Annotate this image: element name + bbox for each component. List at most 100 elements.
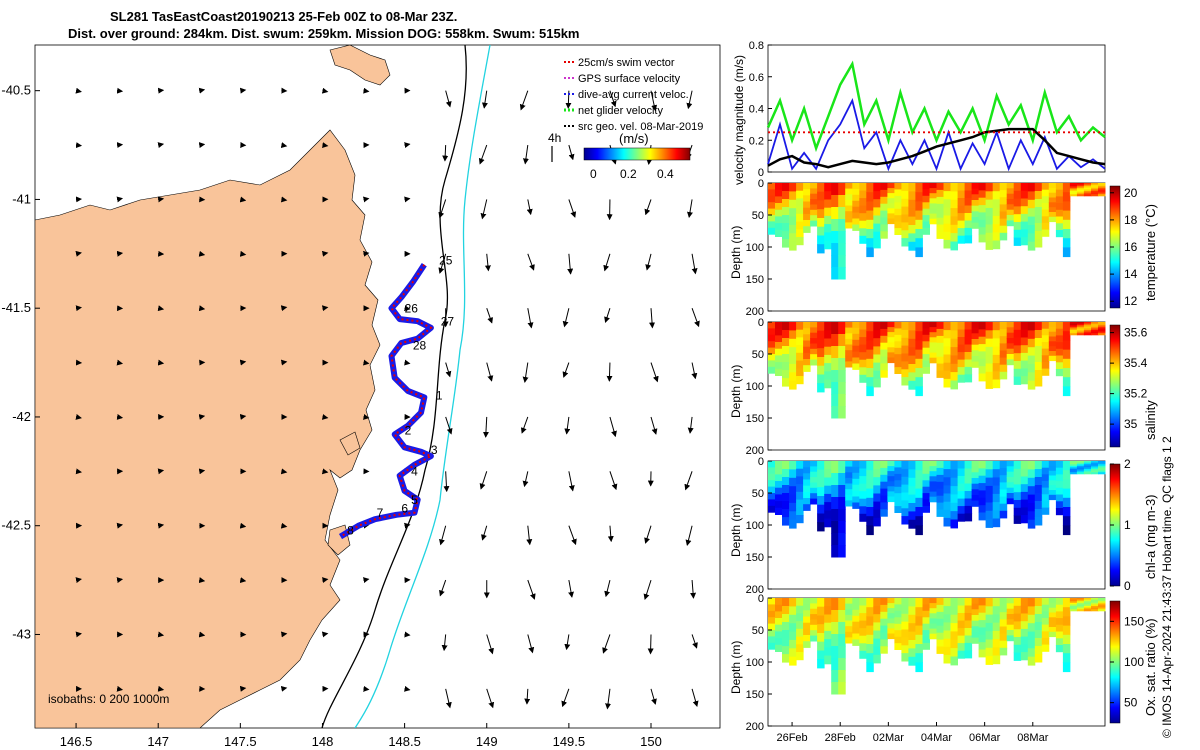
section-cell bbox=[1083, 469, 1092, 472]
section-cell bbox=[929, 183, 937, 189]
section-cell bbox=[1027, 486, 1036, 496]
section-cell bbox=[782, 354, 790, 363]
section-cell bbox=[1013, 345, 1022, 354]
section-cell bbox=[1098, 598, 1106, 601]
vector-arrow bbox=[650, 362, 659, 383]
title-line-1: SL281 TasEastCoast20190213 25-Feb 00Z to… bbox=[110, 9, 458, 24]
section-cell bbox=[1062, 644, 1071, 654]
section-cell bbox=[985, 346, 994, 356]
section-cell bbox=[1020, 636, 1029, 645]
vector-arrow bbox=[362, 414, 370, 420]
velocity-line bbox=[767, 98, 1106, 172]
section-cell bbox=[859, 205, 867, 214]
map-xtick-label: 146.5 bbox=[60, 734, 93, 749]
section-cell bbox=[915, 368, 923, 378]
time-tick-label: 02Mar bbox=[873, 732, 905, 744]
section-cell bbox=[922, 347, 930, 355]
section-cell bbox=[1069, 186, 1078, 189]
section-cell bbox=[1020, 484, 1029, 493]
vector-arrow bbox=[362, 577, 370, 584]
section-cell bbox=[978, 468, 987, 477]
section-cell bbox=[1098, 194, 1106, 197]
section-cell bbox=[894, 183, 902, 190]
section-cell bbox=[782, 207, 790, 216]
section-cell bbox=[803, 479, 811, 487]
vector-arrow bbox=[441, 634, 448, 652]
section-cell bbox=[824, 461, 832, 470]
section-cell bbox=[1069, 194, 1078, 197]
section-cell bbox=[1055, 501, 1064, 509]
section-cell bbox=[796, 237, 804, 246]
section-cell bbox=[873, 370, 881, 380]
section-cell bbox=[845, 333, 853, 340]
section-cell bbox=[894, 360, 902, 368]
section-cell bbox=[810, 477, 818, 483]
section-cell bbox=[908, 225, 916, 234]
section-cell bbox=[838, 521, 846, 534]
section-cell bbox=[768, 208, 776, 216]
section-cell bbox=[859, 322, 867, 330]
section-cell bbox=[957, 628, 966, 637]
section-cell bbox=[1076, 330, 1085, 333]
section-cell bbox=[943, 469, 951, 478]
section-cell bbox=[1006, 603, 1015, 610]
section-cell bbox=[964, 344, 973, 353]
section-cell bbox=[978, 219, 987, 228]
velocity-ylabel: velocity magnitude (m/s) bbox=[732, 55, 746, 185]
section-cell bbox=[1062, 349, 1071, 360]
section-cell bbox=[1034, 638, 1043, 647]
section-cell bbox=[1048, 598, 1057, 604]
section-cell bbox=[1006, 598, 1015, 604]
colorbar-tick-1: 0.2 bbox=[620, 167, 637, 181]
section-cell bbox=[782, 654, 790, 663]
section-cell bbox=[817, 615, 825, 625]
section-cell bbox=[824, 354, 832, 364]
section-cell bbox=[964, 468, 973, 477]
section-cell bbox=[1091, 465, 1099, 468]
vector-arrow bbox=[239, 413, 247, 420]
section-cell bbox=[894, 367, 902, 374]
section-cell bbox=[845, 188, 853, 195]
section-cell bbox=[775, 196, 783, 204]
colorbar-tick-label: 50 bbox=[1124, 696, 1138, 710]
velocity-line bbox=[766, 60, 1106, 153]
vector-arrow bbox=[562, 308, 570, 328]
section-cell bbox=[950, 347, 958, 356]
section-cell bbox=[950, 648, 958, 657]
section-cell bbox=[782, 346, 790, 355]
section-cell bbox=[810, 630, 818, 637]
section-cell bbox=[796, 322, 804, 331]
section-cell bbox=[1041, 494, 1050, 502]
section-cell bbox=[796, 221, 804, 230]
section-cell bbox=[789, 486, 797, 496]
section-cell bbox=[887, 327, 895, 333]
section-cell bbox=[782, 215, 790, 224]
section-cell bbox=[978, 505, 987, 514]
vector-arrow bbox=[684, 471, 693, 491]
section-cell bbox=[768, 623, 776, 631]
section-cell bbox=[803, 622, 811, 630]
vector-arrow bbox=[280, 685, 288, 692]
section-cell bbox=[1006, 614, 1015, 620]
section-cell bbox=[887, 322, 895, 328]
section-cell bbox=[859, 598, 867, 606]
section-cell bbox=[936, 231, 944, 239]
section-cell bbox=[1091, 604, 1099, 607]
section-cell bbox=[964, 635, 973, 644]
section-cell bbox=[852, 363, 860, 370]
section-cell bbox=[1083, 189, 1092, 192]
section-cell bbox=[810, 209, 818, 216]
section-cell bbox=[796, 621, 804, 630]
section-cell bbox=[1041, 196, 1050, 204]
section-cell bbox=[894, 341, 902, 349]
section-cell bbox=[992, 224, 1001, 233]
section-cell bbox=[789, 461, 797, 470]
section-cell bbox=[1069, 322, 1078, 325]
section-cell bbox=[1006, 220, 1015, 227]
section-cell bbox=[922, 208, 930, 216]
section-cell bbox=[1091, 607, 1099, 610]
section-cell bbox=[1076, 604, 1085, 607]
section-cell bbox=[796, 360, 804, 369]
section-cell bbox=[894, 486, 902, 494]
section-cell bbox=[873, 485, 881, 494]
